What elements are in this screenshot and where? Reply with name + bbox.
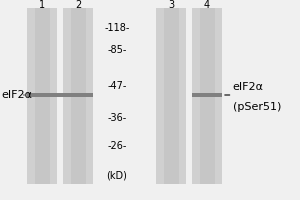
Text: -26-: -26-	[107, 141, 127, 151]
Bar	[192, 93, 222, 97]
Text: 1: 1	[39, 0, 45, 10]
Bar	[27, 93, 93, 97]
Text: (kD): (kD)	[106, 171, 128, 181]
Bar	[27, 8, 57, 184]
Text: -85-: -85-	[107, 45, 127, 55]
Bar	[200, 8, 214, 184]
Bar	[192, 8, 222, 184]
Text: -36-: -36-	[107, 113, 127, 123]
Text: eIF2α: eIF2α	[232, 82, 263, 92]
Bar	[164, 8, 178, 184]
Text: eIF2α: eIF2α	[2, 90, 32, 100]
Bar	[70, 8, 86, 184]
Bar	[34, 8, 50, 184]
Text: (pSer51): (pSer51)	[232, 102, 281, 112]
Text: 3: 3	[168, 0, 174, 10]
Text: 4: 4	[204, 0, 210, 10]
Bar	[156, 8, 186, 184]
Text: -118-: -118-	[104, 23, 130, 33]
Text: 2: 2	[75, 0, 81, 10]
Bar	[63, 8, 93, 184]
Text: -47-: -47-	[107, 81, 127, 91]
